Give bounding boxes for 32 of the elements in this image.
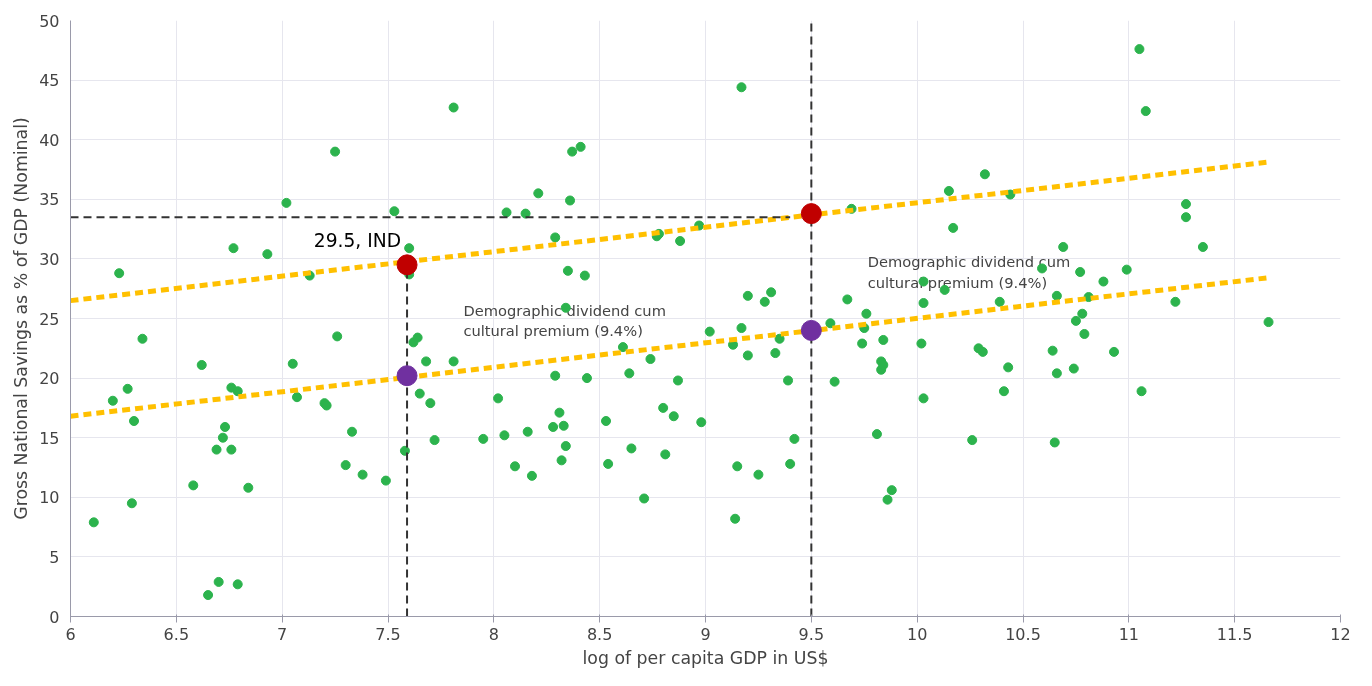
y-tick-label: 35 xyxy=(39,190,60,210)
x-tick-label: 6 xyxy=(65,624,76,644)
point xyxy=(396,254,418,276)
annotation: Demographic dividend cum cultural premium (9.4%) xyxy=(463,301,666,339)
y-tick-label: 5 xyxy=(49,547,60,567)
x-tick-label: 9.5 xyxy=(798,624,825,644)
x-tick-label: 9 xyxy=(700,624,711,644)
x-tick-label: 8 xyxy=(488,624,499,644)
point xyxy=(396,365,418,387)
y-tick-label: 10 xyxy=(39,488,60,508)
y-tick-label: 40 xyxy=(39,130,60,150)
x-tick-label: 6.5 xyxy=(163,624,190,644)
x-tick-label: 7.5 xyxy=(375,624,401,644)
y-tick-label: 30 xyxy=(39,249,60,269)
y-axis-title: Gross National Savings as % of GDP (Nominal) xyxy=(11,117,32,520)
annotation: 29.5, IND xyxy=(313,229,402,251)
x-tick-label: 12 xyxy=(1330,624,1351,644)
point xyxy=(800,319,822,341)
y-tick-label: 0 xyxy=(49,607,60,627)
y-tick-label: 50 xyxy=(39,11,60,31)
y-tick-label: 25 xyxy=(39,309,60,329)
y-tick-label: 20 xyxy=(39,369,60,389)
y-tick-label: 45 xyxy=(39,71,60,91)
x-tick-label: 10 xyxy=(906,624,928,644)
y-tick-label: 15 xyxy=(39,428,60,448)
x-tick-label: 10.5 xyxy=(1005,624,1041,644)
x-axis-title: log of per capita GDP in US$ xyxy=(582,647,829,668)
x-tick-label: 7 xyxy=(277,624,288,644)
x-tick-label: 11 xyxy=(1118,624,1140,644)
x-tick-label: 8.5 xyxy=(586,624,613,644)
point xyxy=(800,203,822,225)
x-tick-label: 11.5 xyxy=(1216,624,1253,644)
